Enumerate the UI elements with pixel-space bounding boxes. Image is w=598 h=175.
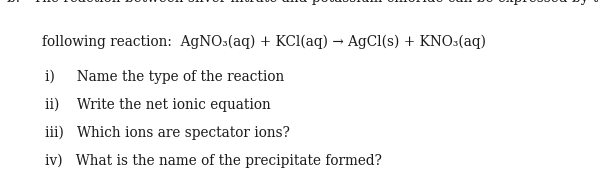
Text: b.   The reaction between silver nitrate and potassium chloride can be expressed: b. The reaction between silver nitrate a… bbox=[7, 0, 598, 5]
Text: i)     Name the type of the reaction: i) Name the type of the reaction bbox=[45, 70, 284, 84]
Text: ii)    Write the net ionic equation: ii) Write the net ionic equation bbox=[45, 98, 271, 112]
Text: iv)   What is the name of the precipitate formed?: iv) What is the name of the precipitate … bbox=[45, 154, 382, 168]
Text: iii)   Which ions are spectator ions?: iii) Which ions are spectator ions? bbox=[45, 126, 289, 140]
Text: following reaction:  AgNO₃(aq) + KCl(aq) → AgCl(s) + KNO₃(aq): following reaction: AgNO₃(aq) + KCl(aq) … bbox=[42, 35, 486, 49]
